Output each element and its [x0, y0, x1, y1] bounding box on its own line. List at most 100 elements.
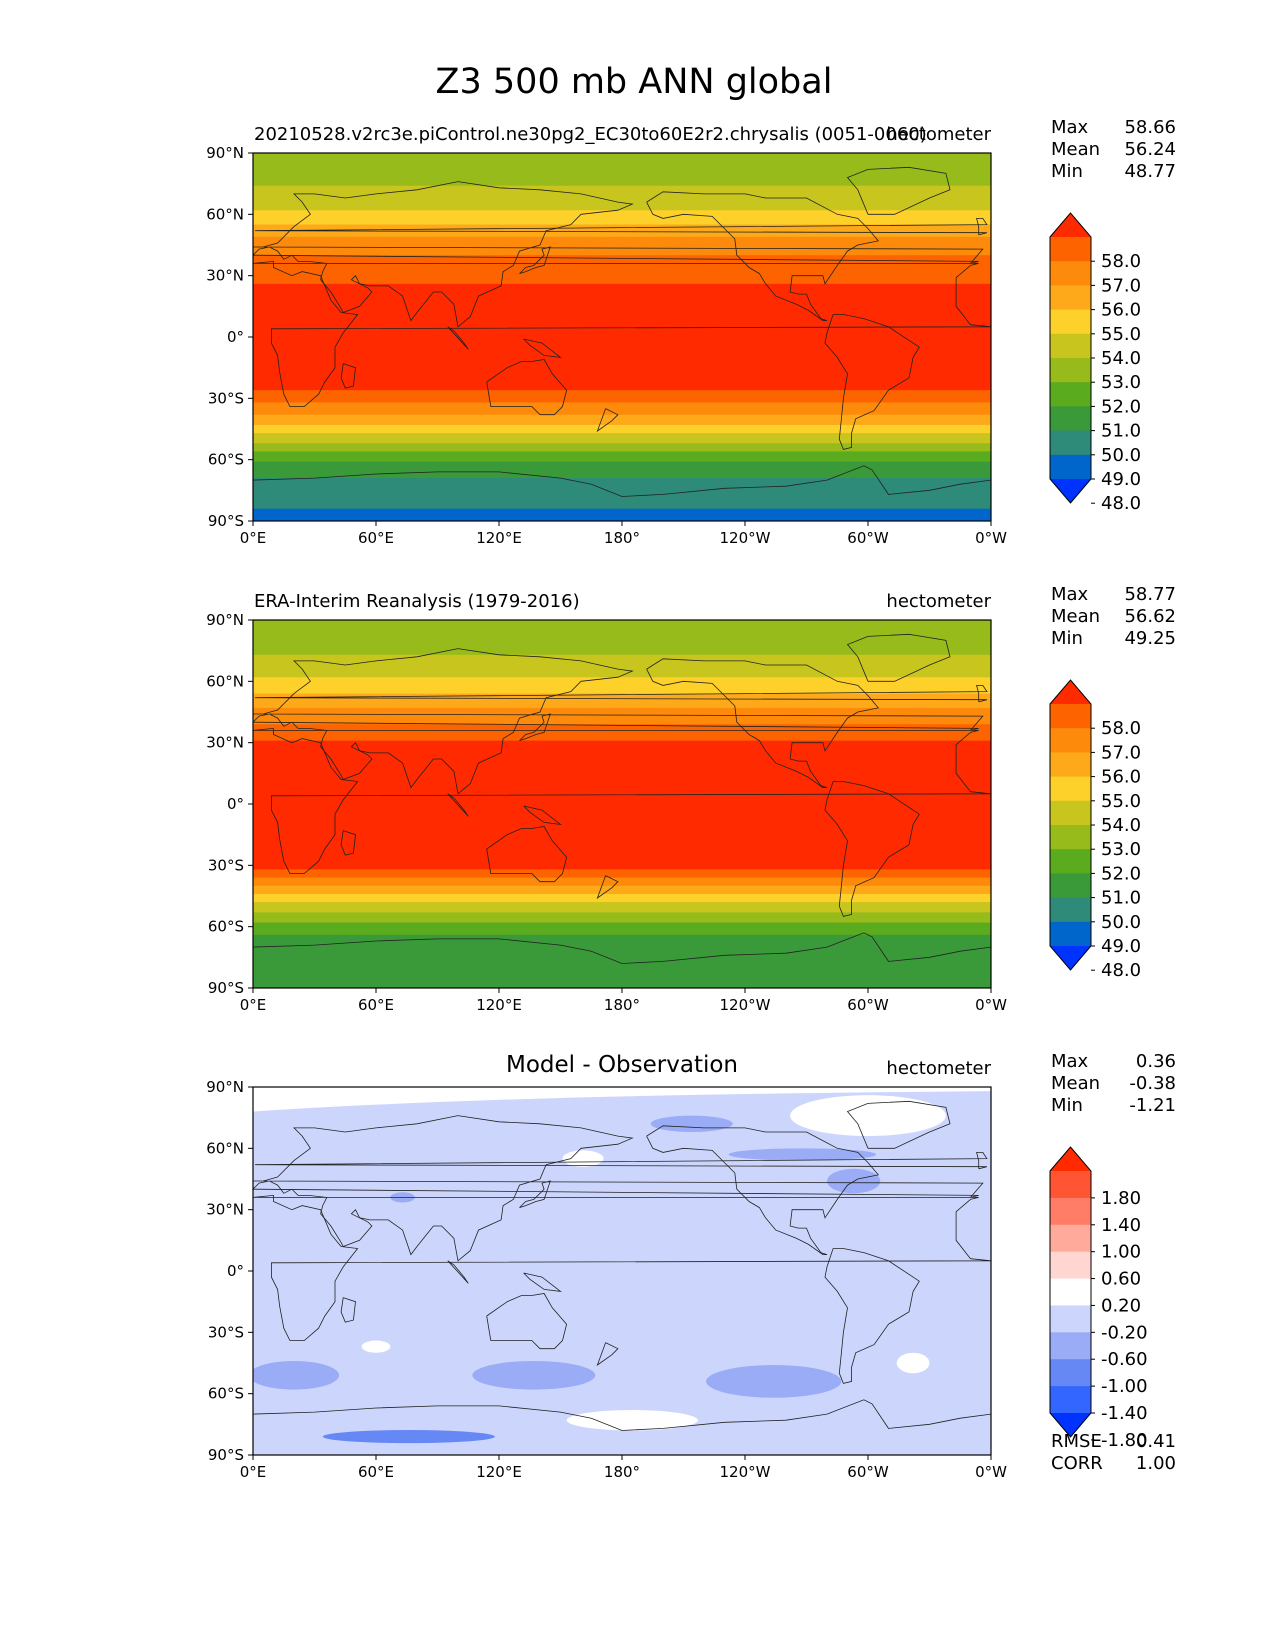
diff-anomaly-patch: [322, 1430, 495, 1444]
colorbar-label: 0.60: [1101, 1269, 1141, 1290]
colorbar-segment: [1050, 1386, 1091, 1414]
panel-test-title-left: 20210528.v2rc3e.piControl.ne30pg2_EC30to…: [254, 124, 927, 145]
contour-band: [253, 443, 991, 452]
y-tick-label: 0°: [227, 328, 244, 346]
colorbar-extend-min: [1050, 946, 1091, 970]
colorbar-segment: [1050, 800, 1091, 826]
extra-stat-label: CORR: [1051, 1453, 1103, 1474]
coastline: [447, 1260, 469, 1284]
coastline: [253, 1194, 991, 1341]
colorbar-segment: [1050, 454, 1091, 480]
contour-band: [253, 478, 991, 510]
panel-test: 20210528.v2rc3e.piControl.ne30pg2_EC30to…: [206, 117, 1176, 547]
colorbar-label: 0.20: [1101, 1295, 1141, 1316]
diff-anomaly-patch: [253, 1360, 340, 1390]
stat-label: Min: [1051, 628, 1083, 649]
x-tick-label: 0°W: [975, 1463, 1007, 1481]
stat-label: Max: [1051, 1051, 1089, 1072]
contour-band: [253, 236, 991, 256]
colorbar-segment: [1050, 237, 1091, 262]
coastline: [519, 713, 551, 741]
contour-band: [253, 902, 991, 913]
stat-label: Max: [1051, 584, 1089, 605]
colorbar-label: 56.0: [1101, 300, 1141, 321]
contour-band: [253, 185, 991, 211]
contour-band: [253, 877, 991, 887]
stat-label: Min: [1051, 161, 1083, 182]
colorbar-segment: [1050, 1171, 1091, 1199]
stat-label: Mean: [1051, 606, 1100, 627]
colorbar-label: 50.0: [1101, 912, 1141, 933]
panel-difference-title: Model - Observation: [506, 1052, 738, 1078]
diff-anomaly-patch: [790, 1095, 946, 1137]
contour-band: [253, 677, 991, 695]
coastline: [846, 633, 951, 682]
contour-band: [253, 620, 991, 656]
x-tick-label: 180°: [604, 996, 640, 1014]
panel-difference-stats: Max 0.36 Mean -0.38 Min -1.21: [1051, 1051, 1176, 1116]
diff-anomaly-patch: [650, 1115, 733, 1132]
colorbar-segment: [1050, 1197, 1091, 1226]
panel-reference-map: [253, 620, 991, 988]
panel-difference-colorbar: 1.80 1.40 1.00 0.60 0.20 -0.20 -0.60 -1.00 -1.40…: [1049, 1146, 1148, 1451]
y-tick-label: 30°N: [206, 1201, 244, 1219]
colorbar-label: 51.0: [1101, 421, 1141, 442]
stat-value: -1.21: [1129, 1095, 1176, 1116]
colorbar-extend-max: [1050, 680, 1091, 704]
colorbar-label: 52.0: [1101, 396, 1141, 417]
x-tick-label: 180°: [604, 529, 640, 547]
stat-value: 49.25: [1124, 628, 1176, 649]
colorbar-label: 53.0: [1101, 839, 1141, 860]
contour-band: [253, 693, 991, 709]
contour-band: [253, 724, 991, 742]
colorbar-label: 57.0: [1101, 275, 1141, 296]
x-tick-label: 60°W: [847, 996, 889, 1014]
panel-test-title-right: hectometer: [886, 124, 991, 145]
coastline: [340, 1297, 356, 1323]
colorbar-label: 56.0: [1101, 767, 1141, 788]
colorbar-segment: [1050, 382, 1091, 407]
contour-band: [253, 283, 991, 391]
colorbar-segment: [1050, 1224, 1091, 1253]
stat-value: 58.66: [1124, 117, 1176, 138]
colorbar-segment: [1050, 1332, 1091, 1360]
panel-difference-extra-stats: RMSE 0.41 CORR 1.00: [1051, 1431, 1176, 1474]
colorbar-segment: [1050, 430, 1091, 456]
colorbar-extend-max: [1050, 1147, 1091, 1171]
figure-title: Z3 500 mb ANN global: [436, 62, 833, 102]
colorbar-label: 50.0: [1101, 445, 1141, 466]
contour-band: [253, 893, 991, 903]
coastline: [824, 781, 920, 917]
colorbar-segment: [1050, 752, 1091, 777]
contour-band: [253, 224, 991, 238]
colorbar-segment: [1050, 728, 1091, 753]
y-tick-label: 90°S: [208, 979, 244, 997]
stat-value: 0.36: [1136, 1051, 1176, 1072]
colorbar-extend-min: [1050, 479, 1091, 503]
y-tick-label: 60°N: [206, 205, 244, 223]
x-tick-label: 60°W: [847, 1463, 889, 1481]
colorbar-segment: [1050, 358, 1091, 383]
extra-stat-value: 1.00: [1136, 1453, 1176, 1474]
colorbar-label: 48.0: [1101, 493, 1141, 514]
diff-anomaly-patch: [728, 1148, 877, 1161]
coastline: [846, 166, 951, 215]
panel-reference-colorbar: 58.0 57.0 56.0 55.0 54.0 53.0 52.0 51.0 50.0 49.0…: [1049, 679, 1141, 981]
contour-band: [253, 707, 991, 725]
y-tick-label: 90°N: [206, 144, 244, 162]
coastline: [447, 326, 469, 350]
y-tick-label: 30°S: [208, 389, 244, 407]
diff-anomaly-patch: [566, 1410, 698, 1431]
coastline: [255, 1152, 988, 1170]
panel-reference: ERA-Interim Reanalysis (1979-2016) hecto…: [206, 584, 1176, 1014]
colorbar-label: 52.0: [1101, 863, 1141, 884]
coastline: [646, 191, 880, 322]
y-tick-label: 30°N: [206, 734, 244, 752]
contour-band: [253, 402, 991, 416]
colorbar-segment: [1050, 1305, 1091, 1333]
x-tick-label: 60°E: [358, 529, 394, 547]
stat-label: Min: [1051, 1095, 1083, 1116]
contour-band: [253, 885, 991, 895]
coastline: [255, 217, 988, 236]
diff-anomaly-patch: [472, 1360, 596, 1390]
